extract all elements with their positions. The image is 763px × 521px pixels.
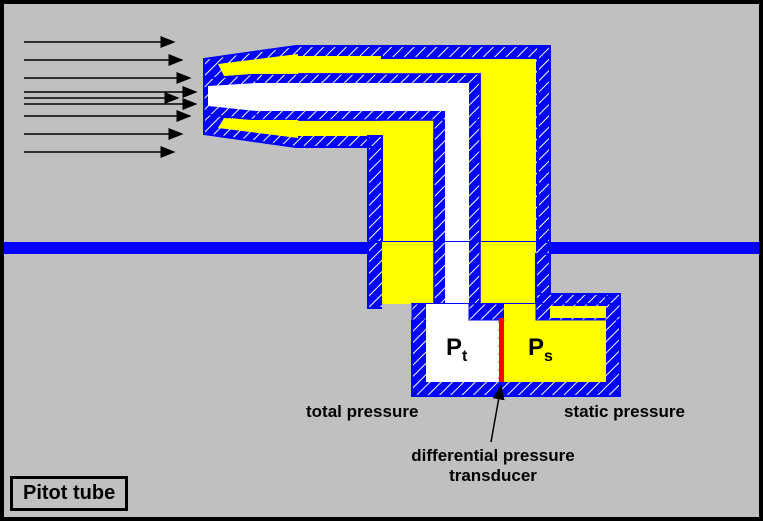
diagram-svg (4, 4, 759, 517)
transducer (499, 318, 505, 382)
diagram-canvas: Pt Ps total pressure static pressure dif… (0, 0, 763, 521)
total-pressure-label: total pressure (306, 402, 418, 422)
clean-overlay (4, 34, 759, 404)
pt-symbol: Pt (446, 334, 467, 366)
static-pressure-label: static pressure (564, 402, 685, 422)
title-box: Pitot tube (10, 476, 128, 511)
flow-arrows (24, 42, 196, 152)
transducer-label: differential pressure transducer (358, 446, 628, 486)
ps-symbol: Ps (528, 334, 553, 366)
